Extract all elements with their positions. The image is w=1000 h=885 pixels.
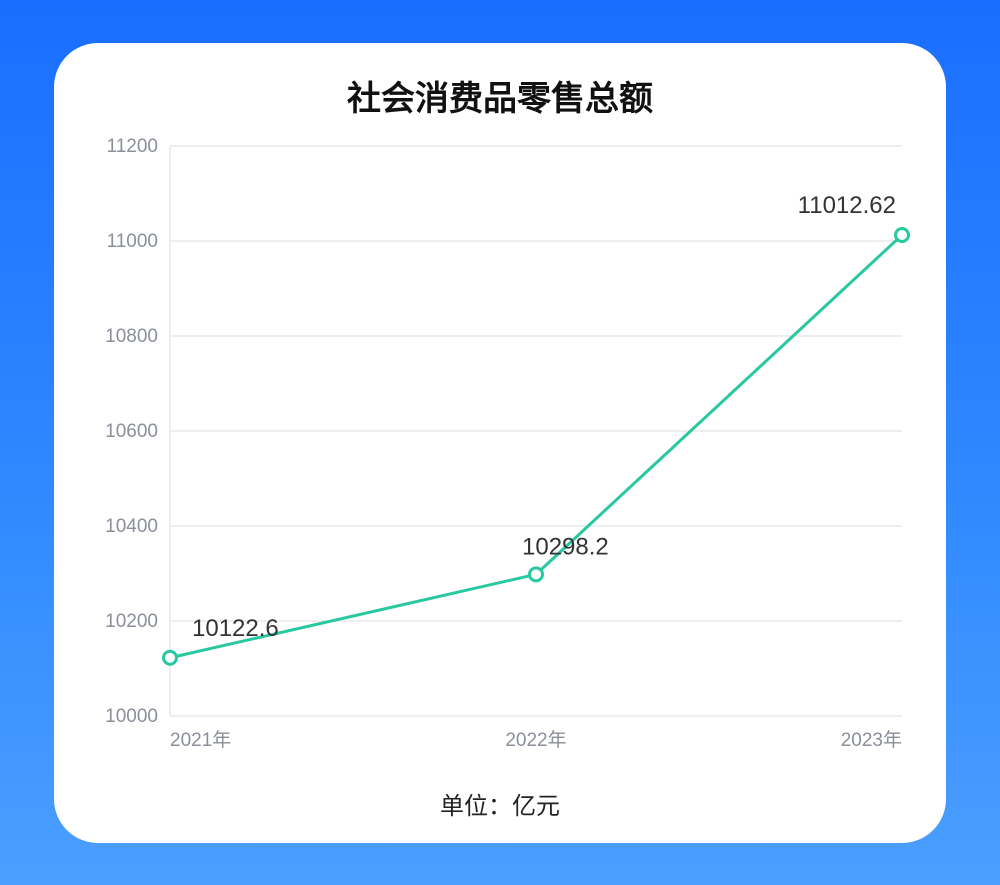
chart-subtitle: 单位：亿元: [84, 786, 916, 821]
x-tick-label: 2023年: [841, 729, 902, 751]
chart-card: 社会消费品零售总额 10000 10200 10400 10600 10800 11000…: [54, 43, 946, 843]
y-tick-label: 10600: [105, 421, 158, 442]
chart-title: 社会消费品零售总额: [84, 71, 916, 120]
y-tick-label: 10800: [105, 326, 158, 347]
data-point-marker: [896, 228, 909, 241]
series-line: [170, 235, 902, 658]
value-label: 10298.2: [522, 533, 609, 560]
x-tick-label: 2021年: [170, 729, 231, 751]
y-tick-label: 10200: [105, 611, 158, 632]
y-tick-label: 11000: [107, 231, 158, 252]
y-tick-label: 10000: [105, 706, 158, 727]
chart-area: 10000 10200 10400 10600 10800 11000 11200 2021年…: [84, 128, 916, 780]
value-label: 11012.62: [798, 192, 896, 219]
data-point-marker: [530, 567, 543, 580]
x-tick-label: 2022年: [505, 729, 566, 751]
data-point-marker: [164, 651, 177, 664]
y-tick-label: 11200: [107, 136, 158, 157]
line-chart-svg: 10000 10200 10400 10600 10800 11000 11200 2021年…: [84, 128, 916, 768]
y-tick-label: 10400: [105, 516, 158, 537]
value-label: 10122.6: [192, 614, 279, 641]
